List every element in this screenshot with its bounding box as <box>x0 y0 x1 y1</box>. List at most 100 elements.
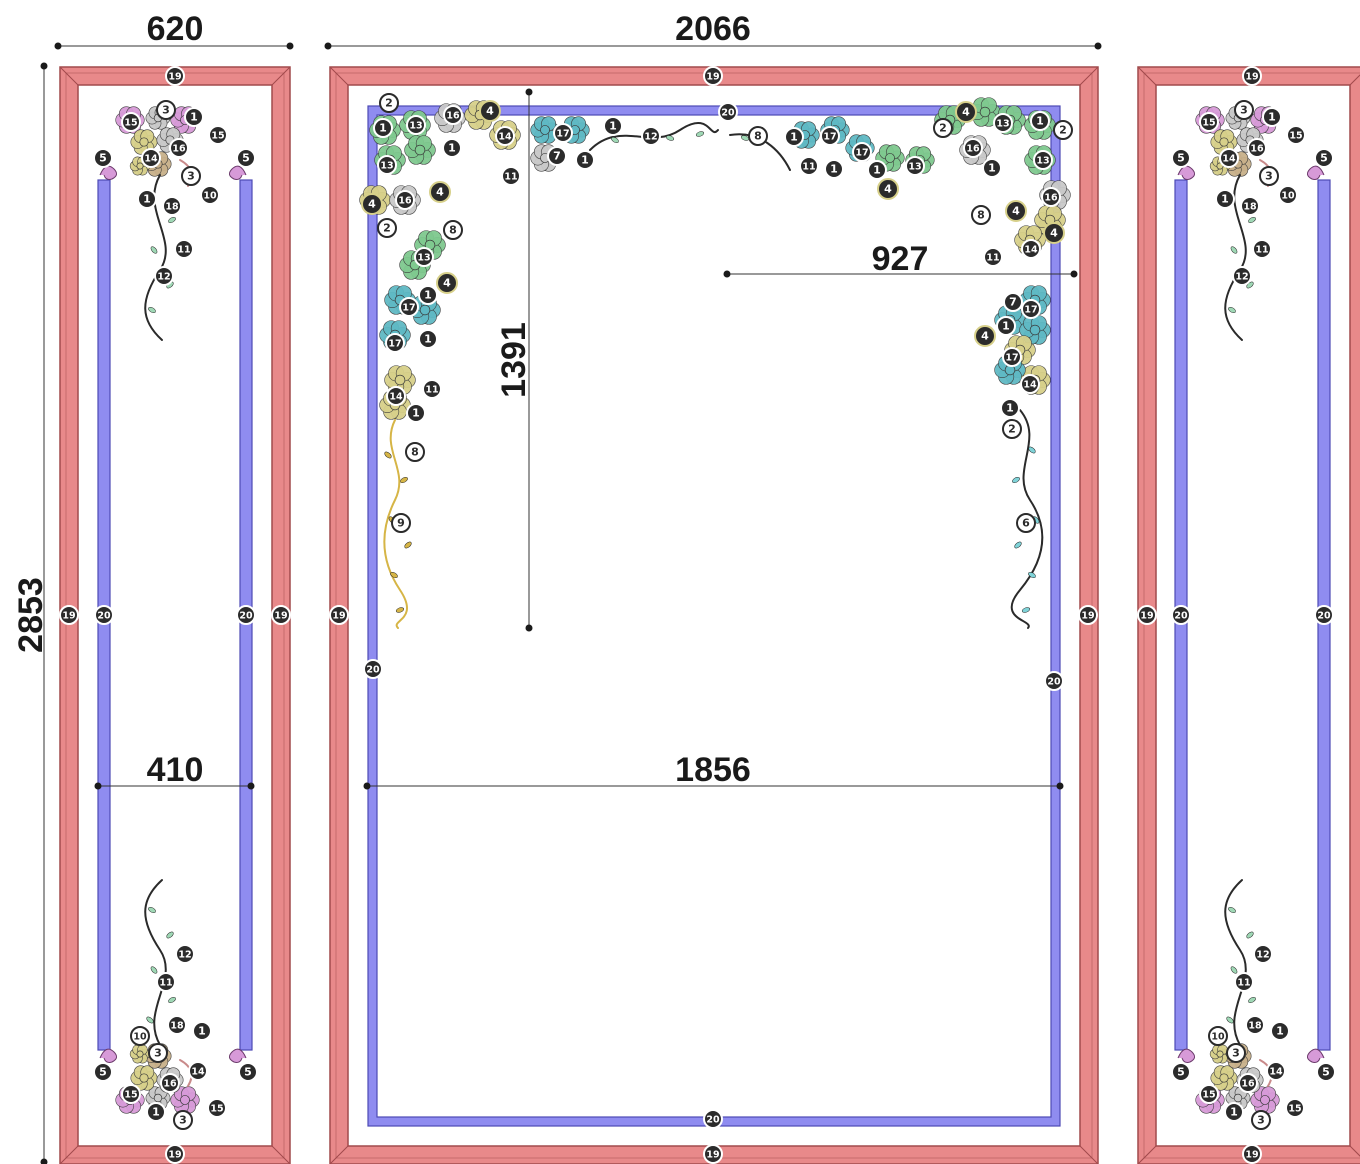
badge-circle <box>575 150 595 170</box>
badge-center-top-mid: 1 <box>575 150 595 170</box>
badge-inner-molding-center: 20 <box>718 102 738 122</box>
badge-left-bottom: 5 <box>238 1062 258 1082</box>
badge-label: 20 <box>1047 677 1061 688</box>
dimension-endpoint <box>40 62 48 70</box>
badge-center-top-right: 2 <box>1053 120 1073 140</box>
badge-center-top-left: 8 <box>443 220 463 240</box>
badge-circle <box>59 605 79 625</box>
miter-line <box>1137 1145 1157 1164</box>
right-bottom-bouquet-rose <box>1250 1086 1280 1114</box>
badge-label: 10 <box>1281 191 1295 202</box>
badge-label: 1 <box>581 154 589 167</box>
badge-center-top-left: 9 <box>391 513 411 533</box>
badge-center-top-mid: 8 <box>748 126 768 146</box>
vine-leaf <box>395 607 405 613</box>
badge-center-top-left: 8 <box>405 442 425 462</box>
badge-left-top: 15 <box>208 125 228 145</box>
badge-label: 1 <box>424 333 432 346</box>
badge-circle <box>156 972 176 992</box>
badge-label: 19 <box>274 611 287 622</box>
badge-circle <box>1003 292 1023 312</box>
badge-circle <box>1278 185 1298 205</box>
badge-label: 11 <box>425 385 438 396</box>
badge-center-top-left: 13 <box>377 155 397 175</box>
dim-label-side-width: 620 <box>147 10 204 48</box>
badge-circle <box>377 218 397 238</box>
badge-label: 4 <box>962 106 970 119</box>
badge-label: 6 <box>1022 517 1030 530</box>
badge-label: 1 <box>143 193 151 206</box>
badge-outer-molding-right: 19 <box>1242 1144 1262 1164</box>
dimension-endpoint <box>94 782 102 790</box>
badge-label: 11 <box>504 172 517 183</box>
badge-left-top: 5 <box>93 148 113 168</box>
badge-circle <box>1316 1062 1336 1082</box>
badge-label: 15 <box>124 118 137 129</box>
badge-circle <box>867 160 887 180</box>
dim-label-corner-reach: 927 <box>872 240 929 278</box>
badge-right-top: 16 <box>1247 138 1267 158</box>
badge-center-top-right: 4 <box>955 101 977 123</box>
rose-center <box>136 1050 144 1058</box>
badge-inner-molding-center: 20 <box>1044 671 1064 691</box>
badge-center-top-left: 16 <box>395 190 415 210</box>
badge-label: 1 <box>790 131 798 144</box>
badge-label: 10 <box>203 191 217 202</box>
badge-label: 13 <box>409 121 422 132</box>
dimension-endpoint <box>40 1158 48 1164</box>
badge-left-top: 5 <box>236 148 256 168</box>
badge-label: 15 <box>1202 1090 1215 1101</box>
badge-center-top-right: 1 <box>1030 111 1050 131</box>
badge-label: 10 <box>1211 1032 1225 1043</box>
badge-circle <box>1224 1102 1244 1122</box>
badge-label: 16 <box>172 144 186 155</box>
badge-label: 15 <box>124 1090 137 1101</box>
badge-label: 1 <box>424 289 432 302</box>
inner-frame-center-panel <box>367 105 1061 1127</box>
badge-left-top: 16 <box>169 138 189 158</box>
badge-label: 1 <box>830 163 838 176</box>
badge-center-top-mid: 1 <box>784 127 804 147</box>
badge-circle <box>137 189 157 209</box>
badge-circle <box>603 116 623 136</box>
left-bottom-scroll-a <box>99 1048 118 1063</box>
dimension-endpoint <box>286 42 294 50</box>
badge-circle <box>993 113 1013 133</box>
dimension-endpoint <box>1070 270 1078 278</box>
dim-line-corner-drop <box>525 88 533 632</box>
badge-center-top-left: 1 <box>373 118 393 138</box>
vine-leaf <box>1028 571 1036 579</box>
badge-circle <box>1266 1061 1286 1081</box>
dimension-endpoint <box>324 42 332 50</box>
badge-inner-molding-center: 20 <box>363 659 383 679</box>
badge-center-top-right: 1 <box>982 158 1002 178</box>
rose-center <box>414 144 426 156</box>
dim-label-corner-drop: 1391 <box>495 322 533 398</box>
badge-label: 1 <box>448 142 456 155</box>
badge-label: 12 <box>157 272 170 283</box>
badge-circle <box>141 148 161 168</box>
badge-right-top: 10 <box>1278 185 1298 205</box>
left-bottom-scroll-b <box>228 1048 247 1063</box>
vine-leaf <box>695 131 705 137</box>
badge-left-bottom: 15 <box>121 1084 141 1104</box>
badge-circle <box>1314 148 1334 168</box>
badge-circle <box>703 1109 723 1129</box>
badge-label: 8 <box>754 130 762 143</box>
badge-circle <box>1270 1021 1290 1041</box>
badge-label: 17 <box>556 129 569 140</box>
badge-circle <box>718 102 738 122</box>
badge-circle <box>236 148 256 168</box>
badge-circle <box>391 513 411 533</box>
badge-center-top-right: 4 <box>974 325 996 347</box>
badge-label: 20 <box>97 611 111 622</box>
badge-circle <box>983 247 1003 267</box>
badge-label: 15 <box>1202 118 1215 129</box>
badge-label: 18 <box>1248 1021 1262 1032</box>
badge-outer-molding-right: 19 <box>1137 605 1157 625</box>
badge-right-top: 5 <box>1171 148 1191 168</box>
vine-leaf <box>1246 931 1254 939</box>
badge-right-top: 14 <box>1219 148 1239 168</box>
left-bottom-bouquet-rose <box>170 1086 200 1114</box>
badge-label: 16 <box>398 196 412 207</box>
